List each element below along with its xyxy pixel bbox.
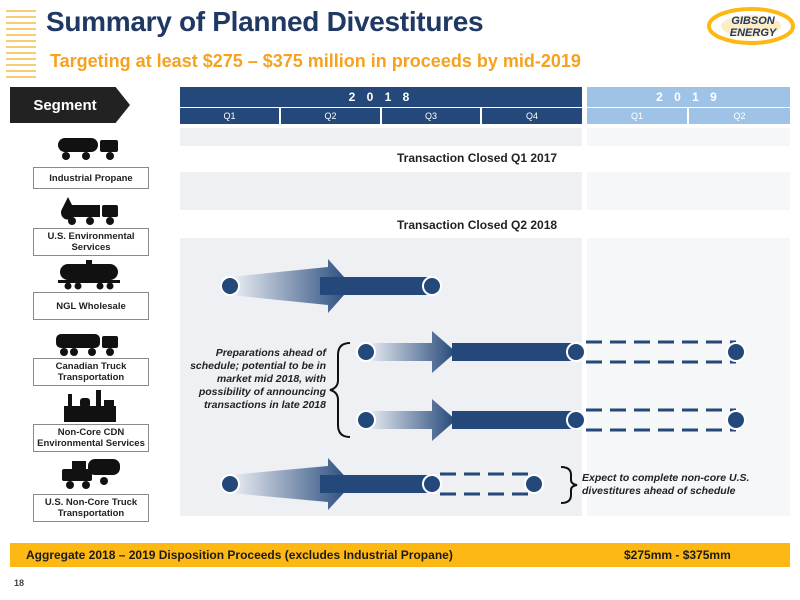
canadian-truck-start-node bbox=[356, 342, 376, 362]
page-subtitle: Targeting at least $275 – $375 million i… bbox=[50, 51, 581, 71]
right-brace bbox=[560, 466, 578, 504]
rail-tank-car-icon bbox=[58, 260, 120, 290]
preparations-note: Preparations ahead of schedule; potentia… bbox=[190, 347, 326, 411]
segment-header: Segment bbox=[10, 87, 130, 123]
row-band-environmental bbox=[180, 172, 582, 210]
non-core-cdn-mid-node bbox=[566, 410, 586, 430]
ngl-end-node bbox=[422, 276, 442, 296]
footer-label: Aggregate 2018 – 2019 Disposition Procee… bbox=[26, 548, 453, 562]
segment-industrial-propane: Industrial Propane bbox=[33, 167, 149, 189]
quarter-2019-q2: Q2 bbox=[689, 108, 790, 124]
year-2019-header: 2 0 1 9 bbox=[587, 87, 790, 107]
gibson-energy-logo: GIBSON ENERGY bbox=[707, 7, 795, 45]
quarter-2018-q3: Q3 bbox=[382, 108, 480, 124]
us-non-core-truck-bar bbox=[320, 475, 432, 493]
segment-ngl-wholesale: NGL Wholesale bbox=[33, 292, 149, 320]
transaction-closed-q1-2017: Transaction Closed Q1 2017 bbox=[397, 151, 558, 165]
ngl-wholesale-timeline bbox=[220, 259, 442, 313]
non-core-cdn-bar bbox=[452, 411, 576, 429]
footer-value: $275mm - $375mm bbox=[624, 548, 731, 562]
us-non-core-truck-timeline bbox=[220, 458, 544, 510]
segment-us-environmental-services: U.S. Environmental Services bbox=[33, 228, 149, 256]
segment-canadian-truck-transportation: Canadian Truck Transportation bbox=[33, 358, 149, 386]
us-non-core-truck-mid-node bbox=[422, 474, 442, 494]
logo-text-top: GIBSON bbox=[731, 15, 775, 27]
footer-bar: Aggregate 2018 – 2019 Disposition Procee… bbox=[10, 543, 790, 567]
ngl-start-node bbox=[220, 276, 240, 296]
quarter-2019-q1: Q1 bbox=[587, 108, 687, 124]
quarter-2018-q2: Q2 bbox=[281, 108, 380, 124]
row-band-propane-2019 bbox=[587, 128, 790, 146]
transaction-closed-q2-2018: Transaction Closed Q2 2018 bbox=[397, 218, 558, 232]
left-brace bbox=[329, 342, 351, 438]
decorative-dots bbox=[6, 10, 36, 80]
row-band-main-2019 bbox=[587, 238, 790, 516]
row-band-environmental-2019 bbox=[587, 172, 790, 210]
canadian-truck-bar bbox=[452, 343, 576, 361]
ngl-bar bbox=[320, 277, 432, 295]
non-core-cdn-end-node bbox=[726, 410, 746, 430]
row-band-propane bbox=[180, 128, 582, 146]
us-non-core-truck-start-node bbox=[220, 474, 240, 494]
propane-truck-icon bbox=[58, 138, 118, 160]
year-2018-header: 2 0 1 8 bbox=[180, 87, 582, 107]
canadian-truck-mid-node bbox=[566, 342, 586, 362]
page-number: 18 bbox=[14, 578, 25, 588]
page-title: Summary of Planned Divestitures bbox=[46, 6, 484, 37]
trucks-icon bbox=[62, 459, 120, 489]
logo-text-bottom: ENERGY bbox=[730, 27, 778, 39]
segment-us-non-core-truck-transportation: U.S. Non-Core Truck Transportation bbox=[33, 494, 149, 522]
us-non-core-truck-end-node bbox=[524, 474, 544, 494]
quarter-2018-q1: Q1 bbox=[180, 108, 279, 124]
facility-icon bbox=[64, 390, 116, 422]
non-core-cdn-start-node bbox=[356, 410, 376, 430]
quarter-2018-q4: Q4 bbox=[482, 108, 582, 124]
non-core-cdn-timeline bbox=[356, 399, 746, 441]
vacuum-truck-icon bbox=[61, 197, 118, 225]
canadian-truck-end-node bbox=[726, 342, 746, 362]
segment-non-core-cdn-environmental-services: Non-Core CDN Environmental Services bbox=[33, 424, 149, 452]
expect-note: Expect to complete non-core U.S. divesti… bbox=[582, 472, 750, 497]
canadian-truck-timeline bbox=[356, 331, 746, 373]
tanker-truck-icon bbox=[56, 334, 118, 356]
